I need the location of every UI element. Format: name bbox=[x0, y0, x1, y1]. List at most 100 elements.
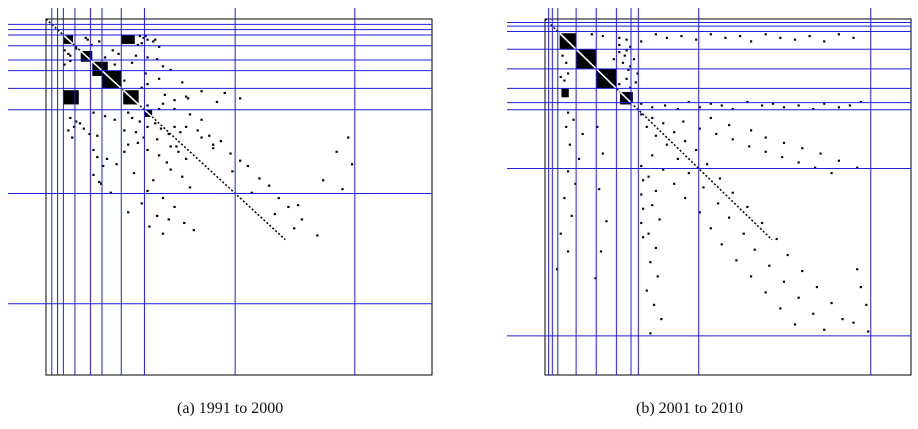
nonzero-cell bbox=[715, 132, 718, 136]
nonzero-cell bbox=[157, 108, 161, 111]
nonzero-cell bbox=[208, 134, 211, 137]
nonzero-cell bbox=[74, 120, 78, 123]
dense-block bbox=[63, 90, 79, 105]
nonzero-cell bbox=[109, 191, 113, 194]
nonzero-cell bbox=[629, 45, 632, 48]
nonzero-cell bbox=[601, 152, 604, 155]
nonzero-cell bbox=[867, 330, 870, 333]
nonzero-cell bbox=[146, 148, 149, 152]
nonzero-cell bbox=[599, 250, 603, 253]
nonzero-cell bbox=[239, 97, 242, 100]
nonzero-cell bbox=[629, 65, 632, 68]
nonzero-cell bbox=[738, 35, 742, 38]
nonzero-cell bbox=[865, 303, 868, 306]
nonzero-cell bbox=[856, 268, 859, 271]
nonzero-cell bbox=[779, 307, 782, 310]
nonzero-cell bbox=[720, 243, 723, 246]
nonzero-cell bbox=[559, 75, 562, 79]
dense-block-diagonal bbox=[559, 32, 577, 50]
nonzero-cell bbox=[132, 172, 136, 175]
nonzero-cell bbox=[728, 124, 731, 127]
nonzero-cell bbox=[350, 163, 354, 166]
nonzero-cell bbox=[140, 86, 143, 89]
nonzero-cell bbox=[136, 141, 140, 144]
nonzero-cell bbox=[103, 115, 107, 118]
nonzero-cell bbox=[859, 286, 862, 289]
nonzero-cell bbox=[753, 248, 756, 251]
nonzero-cell bbox=[645, 289, 648, 292]
nonzero-cell bbox=[169, 68, 172, 71]
nonzero-cell bbox=[760, 221, 764, 225]
nonzero-cell bbox=[175, 145, 178, 148]
nonzero-cell bbox=[138, 120, 141, 123]
nonzero-cell bbox=[676, 157, 679, 160]
nonzero-cell bbox=[627, 68, 630, 71]
nonzero-cell bbox=[211, 147, 215, 150]
nonzero-cell bbox=[848, 104, 851, 107]
nonzero-cell bbox=[177, 150, 180, 153]
nonzero-cell bbox=[111, 49, 114, 52]
nonzero-cell bbox=[841, 318, 844, 321]
dense-block-diagonal bbox=[62, 34, 74, 45]
nonzero-cell bbox=[695, 148, 698, 152]
nonzero-cell bbox=[152, 40, 155, 43]
nonzero-cell bbox=[749, 275, 753, 278]
nonzero-cell bbox=[731, 138, 734, 141]
nonzero-cell bbox=[211, 143, 215, 146]
nonzero-cell bbox=[782, 280, 786, 283]
nonzero-cell bbox=[709, 227, 712, 230]
nonzero-cell bbox=[760, 104, 764, 107]
nonzero-cell bbox=[574, 182, 577, 185]
nonzero-cell bbox=[684, 197, 687, 200]
nonzero-cell bbox=[293, 227, 296, 230]
nonzero-cell bbox=[640, 164, 643, 168]
nonzero-cell bbox=[797, 296, 800, 299]
nonzero-cell bbox=[640, 221, 643, 225]
nonzero-cell bbox=[709, 102, 712, 105]
nonzero-cell bbox=[618, 83, 621, 86]
dense-block-diagonal bbox=[122, 89, 140, 106]
nonzero-cell bbox=[152, 179, 155, 182]
nonzero-cell bbox=[100, 182, 103, 185]
nonzero-cell bbox=[782, 106, 786, 109]
nonzero-cell bbox=[852, 321, 855, 324]
nonzero-cell bbox=[654, 189, 657, 193]
nonzero-cell bbox=[687, 172, 690, 175]
matrix-plot-a bbox=[8, 8, 433, 376]
nonzero-cell bbox=[797, 161, 800, 164]
nonzero-cell bbox=[69, 116, 72, 120]
nonzero-cell bbox=[641, 236, 645, 239]
nonzero-cell bbox=[130, 61, 134, 64]
nonzero-cell bbox=[651, 154, 654, 157]
nonzero-cell bbox=[786, 253, 789, 257]
nonzero-cell bbox=[572, 118, 575, 121]
nonzero-cell bbox=[148, 225, 151, 228]
nonzero-cell bbox=[127, 143, 130, 146]
nonzero-cell bbox=[98, 180, 101, 184]
nonzero-cell bbox=[748, 145, 751, 148]
nonzero-cell bbox=[819, 152, 822, 155]
nonzero-cell bbox=[181, 175, 184, 178]
nonzero-cell bbox=[157, 77, 161, 80]
nonzero-cell bbox=[566, 250, 570, 253]
nonzero-cell bbox=[852, 36, 855, 39]
nonzero-cell bbox=[563, 79, 566, 82]
nonzero-cell bbox=[749, 129, 753, 132]
nonzero-cell bbox=[123, 79, 126, 82]
nonzero-cell bbox=[144, 35, 147, 38]
nonzero-cell bbox=[830, 302, 833, 305]
nonzero-cell bbox=[565, 125, 568, 128]
nonzero-cell bbox=[146, 104, 149, 107]
nonzero-cell bbox=[231, 170, 234, 173]
nonzero-cell bbox=[775, 237, 778, 241]
nonzero-cell bbox=[654, 33, 657, 36]
nonzero-cell bbox=[577, 157, 581, 160]
nonzero-cell bbox=[181, 81, 184, 84]
nonzero-cell bbox=[702, 186, 705, 189]
nonzero-cell bbox=[612, 58, 615, 61]
nonzero-cell bbox=[173, 125, 176, 128]
nonzero-cell bbox=[156, 138, 159, 141]
nonzero-cell bbox=[764, 136, 767, 139]
nonzero-cell bbox=[801, 147, 804, 150]
nonzero-cell bbox=[742, 232, 745, 235]
